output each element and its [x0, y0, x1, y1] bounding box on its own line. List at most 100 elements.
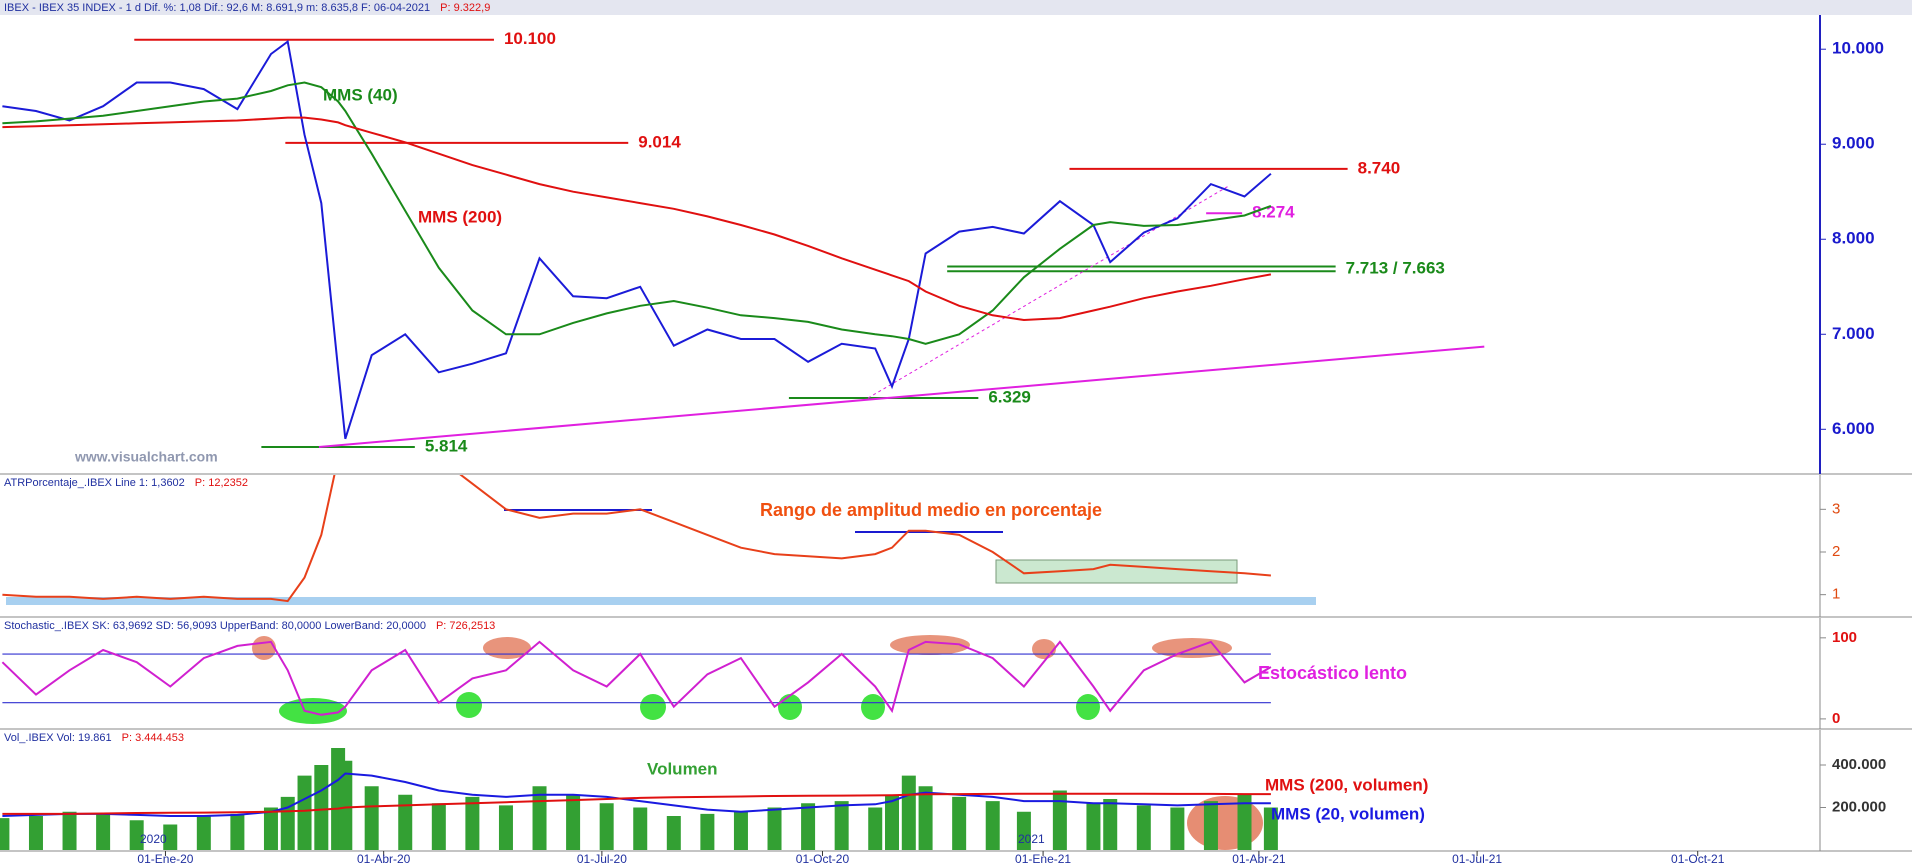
x-tick-label: 01-Jul-20	[577, 852, 627, 866]
bar	[1052, 790, 1067, 850]
bar	[633, 807, 648, 850]
x-tick-label: 01-Ene-20	[137, 852, 193, 866]
highlight	[279, 698, 347, 724]
series-label: MMS (200, volumen)	[1265, 775, 1428, 794]
bar	[338, 760, 353, 850]
bar	[129, 820, 144, 850]
bar	[280, 796, 295, 850]
series-line	[2, 475, 1271, 603]
bar	[700, 813, 715, 850]
bar	[1016, 811, 1031, 850]
header-band	[0, 0, 1912, 15]
y-tick-label: 9.000	[1832, 134, 1875, 153]
y-tick-label: 6.000	[1832, 419, 1875, 438]
annotation: Estocástico lento	[1258, 663, 1407, 683]
atr-highlight	[995, 559, 1238, 584]
y-tick-label: 200.000	[1832, 798, 1886, 815]
atr-base-band	[6, 597, 1316, 605]
bar	[868, 807, 883, 850]
bar	[952, 796, 967, 850]
bar	[566, 794, 581, 850]
x-tick-label: 01-Abr-21	[1232, 852, 1286, 866]
bar	[163, 824, 178, 850]
bar	[96, 813, 111, 850]
x-tick-label: 01-Jul-21	[1452, 852, 1502, 866]
bar	[885, 794, 900, 850]
bar	[297, 775, 312, 850]
trendline	[318, 345, 1485, 448]
annotation: Rango de amplitud medio en porcentaje	[760, 500, 1102, 520]
series-line	[2, 39, 1272, 440]
bar	[196, 816, 211, 850]
bar	[0, 818, 10, 850]
x-tick-label: 01-Oct-20	[796, 852, 850, 866]
bar	[431, 803, 446, 850]
y-tick-label: 100	[1832, 629, 1857, 646]
bar	[1203, 801, 1218, 850]
x-tick-label: 01-Oct-21	[1671, 852, 1725, 866]
bar	[1263, 807, 1278, 850]
bar	[767, 807, 782, 850]
series-line	[2, 792, 1271, 815]
y-tick-label: 400.000	[1832, 756, 1886, 773]
bar	[1237, 794, 1252, 850]
y-tick-label: 8.000	[1832, 229, 1875, 248]
highlight	[778, 694, 802, 720]
bar	[498, 805, 513, 850]
level-label: 6.329	[988, 388, 1031, 407]
bar	[230, 813, 245, 850]
bar	[263, 807, 278, 850]
bar	[599, 803, 614, 850]
bar	[314, 765, 329, 850]
highlight	[252, 636, 276, 660]
bar	[28, 816, 43, 850]
series-line	[1, 640, 1272, 716]
bar	[62, 811, 77, 850]
bar	[901, 775, 916, 850]
bar	[834, 801, 849, 850]
y-tick-label: 10.000	[1832, 39, 1884, 58]
y-tick-label: 3	[1832, 500, 1840, 517]
series-label: MMS (40)	[323, 85, 398, 104]
series-label: MMS (20, volumen)	[1271, 804, 1425, 823]
watermark: www.visualchart.com	[74, 449, 218, 465]
x-tick-label: 01-Ene-21	[1015, 852, 1071, 866]
x-tick-label: 01-Abr-20	[357, 852, 411, 866]
panel-header: ATRPorcentaje_.IBEX Line 1: 1,3602	[4, 477, 185, 489]
panel-header: Vol_.IBEX Vol: 19.861	[4, 732, 112, 744]
level-label: 10.100	[504, 29, 556, 48]
bar	[666, 816, 681, 850]
panel-header: Stochastic_.IBEX SK: 63,9692 SD: 56,9093…	[4, 620, 426, 632]
y-tick-label: 7.000	[1832, 324, 1875, 343]
level-label: 8.274	[1252, 203, 1295, 222]
period-label: 2021	[1018, 832, 1045, 846]
level-label: 5.814	[425, 436, 468, 455]
panel-header-value: P: 12,2352	[195, 477, 248, 489]
highlight	[1032, 639, 1056, 659]
bar	[918, 786, 933, 850]
bar	[1136, 805, 1151, 850]
highlight	[1076, 694, 1100, 720]
series-label: Volumen	[647, 759, 718, 778]
panel-header-value: P: 9.322,9	[440, 2, 490, 14]
bar	[465, 796, 480, 850]
highlight	[861, 694, 885, 720]
y-tick-label: 0	[1832, 710, 1840, 727]
y-tick-label: 1	[1832, 586, 1840, 603]
level-label: 8.740	[1358, 158, 1401, 177]
bar	[398, 794, 413, 850]
bar	[1086, 803, 1101, 850]
series-line	[2, 81, 1272, 345]
bar	[1170, 807, 1185, 850]
bar	[985, 801, 1000, 850]
bar	[1103, 799, 1118, 850]
period-label: 2020	[140, 832, 167, 846]
bar	[801, 803, 816, 850]
series-label: MMS (200)	[418, 207, 502, 226]
highlight	[456, 692, 482, 718]
level-label: 7.713 / 7.663	[1346, 258, 1445, 277]
